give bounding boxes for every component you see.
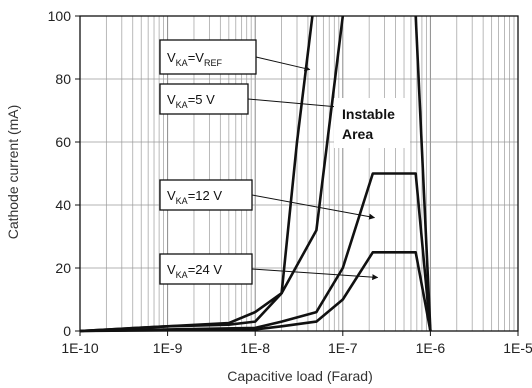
x-tick-label: 1E-7	[328, 340, 358, 356]
region-label-line: Area	[342, 126, 373, 142]
axes: 1E-10 1E-9 1E-8 1E-7 1E-6 1E-5 0 20 40 60 80 100	[48, 8, 532, 356]
annotation-text: VKA=5 V	[167, 92, 215, 110]
y-tick-label: 0	[63, 323, 71, 339]
annotation-box	[159, 39, 257, 75]
annotation-label: VKA=12 V	[159, 179, 376, 220]
region-label-line: Instable	[342, 106, 395, 122]
grid	[79, 15, 518, 332]
x-tick-label: 1E-8	[240, 340, 270, 356]
y-tick-label: 40	[55, 197, 71, 213]
x-axis-title: Capacitive load (Farad)	[227, 368, 373, 384]
instable-area-label: Instable Area	[334, 98, 410, 148]
annotation-text: VKA=12 V	[167, 188, 222, 206]
x-tick-label: 1E-10	[61, 340, 99, 356]
annotation-label: VKA=24 V	[159, 253, 379, 285]
x-tick-label: 1E-9	[153, 340, 183, 356]
annotation-arrow	[251, 194, 376, 220]
series-line	[79, 251, 432, 333]
annotation-arrow	[251, 268, 379, 281]
annotation-text: VKA=24 V	[167, 262, 222, 280]
annotation-label: VKA=VREF	[159, 39, 311, 75]
annotation-text: VKA=VREF	[167, 50, 222, 68]
x-tick-label: 1E-6	[416, 340, 446, 356]
y-tick-label: 80	[55, 71, 71, 87]
y-tick-label: 60	[55, 134, 71, 150]
plot-frame	[79, 15, 519, 332]
annotation-arrow	[255, 56, 311, 72]
y-tick-label: 20	[55, 260, 71, 276]
region-label-background	[334, 98, 410, 148]
annotations: VKA=VREF VKA=5 V VKA=12 V VKA=24 V Instable A…	[159, 39, 410, 285]
series-group	[79, 15, 432, 333]
x-tick-label: 1E-5	[503, 340, 532, 356]
series-line	[79, 172, 432, 333]
annotation-box	[159, 83, 249, 115]
series-line	[414, 15, 432, 332]
series-line	[79, 15, 345, 333]
y-axis-title: Cathode current (mA)	[5, 105, 21, 240]
y-tick-label: 100	[48, 8, 72, 24]
annotation-box	[159, 179, 253, 211]
